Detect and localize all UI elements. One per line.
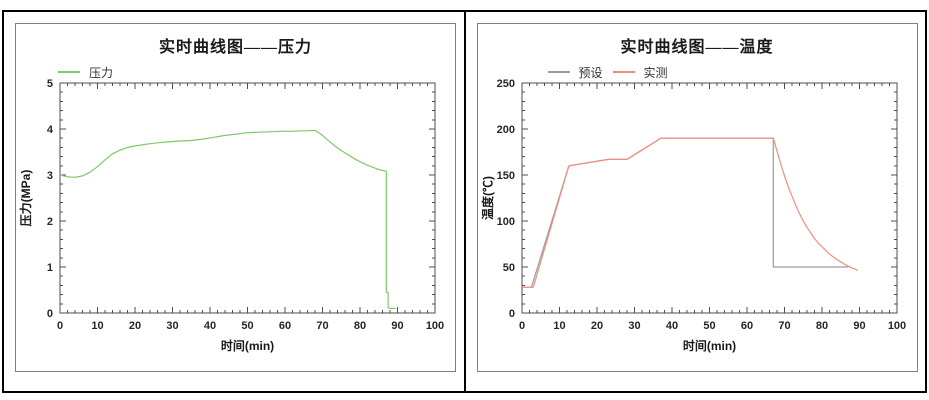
pressure-chart-cell: 0 10 20 30 40 50 60 70 80 90 100 0 1 2 3 4 5 时间(min) 压力(MP… — [4, 12, 464, 391]
svg-text:200: 200 — [496, 124, 514, 136]
svg-text:30: 30 — [628, 320, 640, 332]
svg-text:100: 100 — [496, 216, 514, 228]
svg-text:250: 250 — [496, 78, 514, 90]
temperature-plot: 0 10 20 30 40 50 60 70 80 90 100 0 50 100 150 200 250 时间(… — [480, 78, 906, 353]
legend-label: 实测 — [643, 65, 668, 80]
legend-line-icon — [547, 71, 570, 73]
legend-line-icon — [58, 71, 80, 73]
svg-text:3: 3 — [47, 170, 53, 182]
svg-text:5: 5 — [47, 78, 53, 90]
svg-text:150: 150 — [496, 170, 514, 182]
temperature-chart-panel: 0 10 20 30 40 50 60 70 80 90 100 0 50 100 150 200 250 时间(… — [476, 23, 918, 372]
svg-text:10: 10 — [91, 320, 103, 332]
svg-text:压力(MPa): 压力(MPa) — [18, 170, 33, 227]
legend-label: 压力 — [89, 65, 114, 80]
svg-text:100: 100 — [426, 320, 444, 332]
temperature-chart-legend: 预设 实测 — [478, 64, 678, 80]
svg-text:0: 0 — [47, 308, 53, 320]
svg-text:40: 40 — [665, 320, 677, 332]
svg-text:90: 90 — [391, 320, 403, 332]
svg-text:90: 90 — [853, 320, 865, 332]
svg-text:4: 4 — [47, 124, 54, 136]
svg-text:1: 1 — [47, 262, 53, 274]
svg-text:50: 50 — [703, 320, 715, 332]
svg-text:20: 20 — [129, 320, 141, 332]
svg-text:时间(min): 时间(min) — [682, 338, 735, 353]
temperature-chart-title: 实时曲线图——温度 — [620, 39, 774, 56]
svg-text:50: 50 — [502, 262, 514, 274]
svg-text:70: 70 — [778, 320, 790, 332]
legend-item: 压力 — [58, 64, 113, 81]
pressure-chart-panel: 0 10 20 30 40 50 60 70 80 90 100 0 1 2 3 4 5 时间(min) 压力(MP… — [15, 23, 456, 372]
svg-text:30: 30 — [166, 320, 178, 332]
svg-text:时间(min): 时间(min) — [221, 338, 274, 353]
svg-text:0: 0 — [508, 308, 514, 320]
svg-text:70: 70 — [316, 320, 328, 332]
svg-text:10: 10 — [553, 320, 565, 332]
temperature-chart-cell: 0 10 20 30 40 50 60 70 80 90 100 0 50 100 150 200 250 时间(… — [463, 12, 926, 391]
svg-text:80: 80 — [815, 320, 827, 332]
legend-item: 实测 — [612, 64, 668, 81]
svg-text:0: 0 — [518, 320, 524, 332]
svg-text:20: 20 — [590, 320, 602, 332]
svg-text:0: 0 — [57, 320, 63, 332]
svg-text:60: 60 — [740, 320, 752, 332]
svg-text:温度(℃): 温度(℃) — [480, 176, 495, 220]
legend-line-icon — [612, 71, 635, 73]
svg-text:40: 40 — [204, 320, 216, 332]
pressure-plot: 0 10 20 30 40 50 60 70 80 90 100 0 1 2 3 4 5 时间(min) 压力(MP… — [18, 78, 444, 353]
svg-text:2: 2 — [47, 216, 53, 228]
legend-label: 预设 — [578, 65, 603, 80]
svg-text:60: 60 — [279, 320, 291, 332]
svg-text:50: 50 — [241, 320, 253, 332]
pressure-chart-legend: 压力 — [16, 64, 123, 80]
charts-row: 0 10 20 30 40 50 60 70 80 90 100 0 1 2 3 4 5 时间(min) 压力(MP… — [2, 10, 927, 393]
svg-text:100: 100 — [887, 320, 905, 332]
legend-item: 预设 — [547, 64, 603, 81]
svg-text:80: 80 — [354, 320, 366, 332]
pressure-chart-title: 实时曲线图——压力 — [158, 39, 312, 56]
